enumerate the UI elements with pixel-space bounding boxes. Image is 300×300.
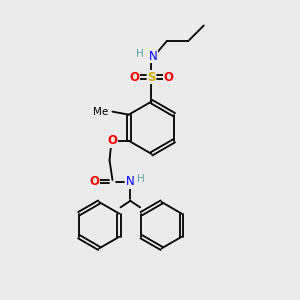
Text: Me: Me [93,107,108,117]
Text: O: O [89,175,99,188]
Text: O: O [107,134,118,147]
Text: O: O [164,71,174,84]
Text: N: N [148,50,157,63]
Text: N: N [126,175,135,188]
Text: H: H [136,49,144,59]
Text: S: S [147,71,156,84]
Text: O: O [129,71,139,84]
Text: H: H [137,174,145,184]
